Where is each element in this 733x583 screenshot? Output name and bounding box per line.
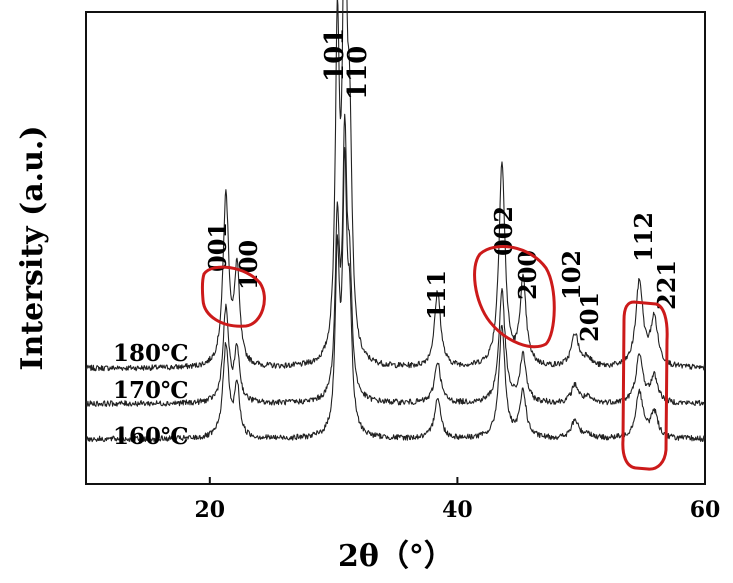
peak-label-111: 111 (422, 270, 451, 320)
highlight-circle-002-200 (473, 245, 556, 349)
peak-label-112: 112 (629, 212, 658, 262)
y-axis-title: Intersity (a.u.) (15, 125, 50, 370)
x-tick-label-60: 60 (690, 497, 721, 523)
peak-label-221: 221 (652, 260, 681, 310)
series-line-170℃ (85, 113, 706, 407)
series-line-160℃ (85, 147, 706, 443)
traces-group (85, 0, 706, 443)
highlight-circle-001-100 (200, 265, 266, 328)
x-tick-label-40: 40 (442, 497, 473, 523)
series-label-180: 180℃ (113, 340, 189, 367)
peak-label-201: 201 (575, 292, 604, 342)
series-line-180℃ (85, 0, 706, 372)
plot-frame (85, 11, 706, 485)
x-tick-label-20: 20 (194, 497, 225, 523)
peak-label-110: 110 (343, 46, 373, 100)
peak-label-101: 101 (320, 28, 350, 82)
peak-label-001: 001 (203, 222, 232, 272)
x-axis-title: 2θ（°） (338, 539, 454, 574)
x-ticks-group: 20 40 60 (194, 477, 720, 523)
peak-label-102: 102 (557, 250, 586, 300)
series-label-160: 160℃ (113, 423, 189, 450)
highlight-box-112-221 (621, 300, 669, 471)
series-label-170: 170℃ (113, 377, 189, 404)
